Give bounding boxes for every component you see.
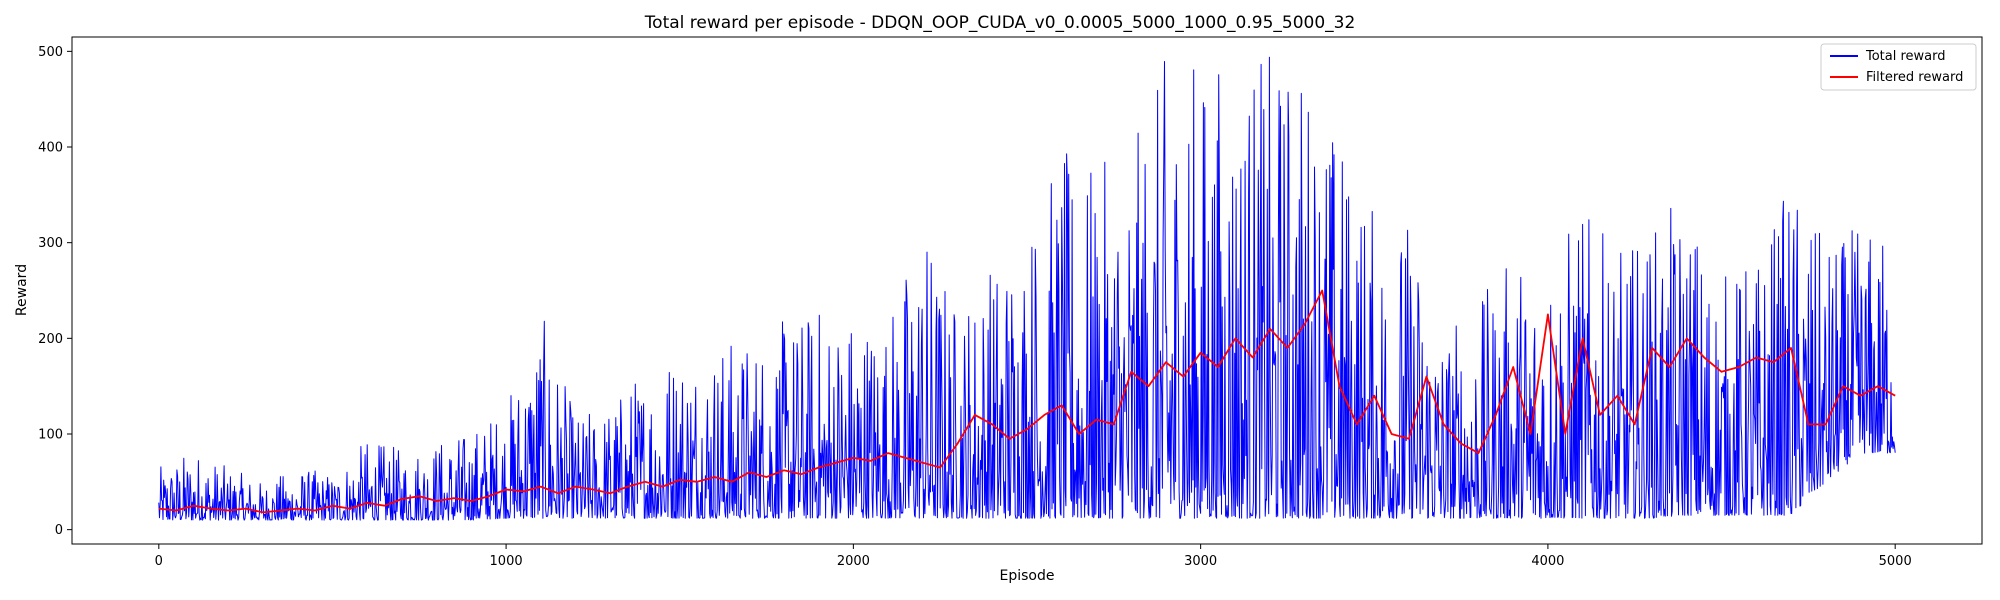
y-tick-label: 200 xyxy=(38,332,63,347)
x-tick-label: 2000 xyxy=(837,554,870,569)
y-axis: 0 100 200 300 400 500 xyxy=(38,45,72,538)
plot-area xyxy=(71,36,1983,545)
x-tick-label: 3000 xyxy=(1184,554,1217,569)
y-tick-label: 100 xyxy=(38,427,63,442)
series-filtered-reward-line xyxy=(158,289,1896,514)
plot-frame xyxy=(71,36,1983,545)
series-total-reward xyxy=(158,56,1896,521)
x-tick-label: 0 xyxy=(155,554,163,569)
x-tick-label: 4000 xyxy=(1531,554,1564,569)
legend-label-total-reward: Total reward xyxy=(1865,49,1946,64)
x-tick-label: 1000 xyxy=(490,554,523,569)
legend-box xyxy=(1820,43,1977,91)
x-tick-label: 5000 xyxy=(1879,554,1912,569)
x-axis-label: Episode xyxy=(1000,568,1055,584)
y-tick-label: 300 xyxy=(38,236,63,251)
chart-title: Total reward per episode - DDQN_OOP_CUDA… xyxy=(644,13,1356,33)
y-tick-label: 0 xyxy=(55,523,63,538)
legend: Total reward Filtered reward xyxy=(1820,43,1977,91)
y-tick-label: 500 xyxy=(38,45,63,60)
x-axis: 0 1000 2000 3000 4000 5000 xyxy=(155,544,1912,569)
y-axis-label: Reward xyxy=(14,264,30,316)
y-tick-label: 400 xyxy=(38,141,63,156)
legend-label-filtered-reward: Filtered reward xyxy=(1866,70,1963,85)
total-reward-line xyxy=(158,56,1896,521)
